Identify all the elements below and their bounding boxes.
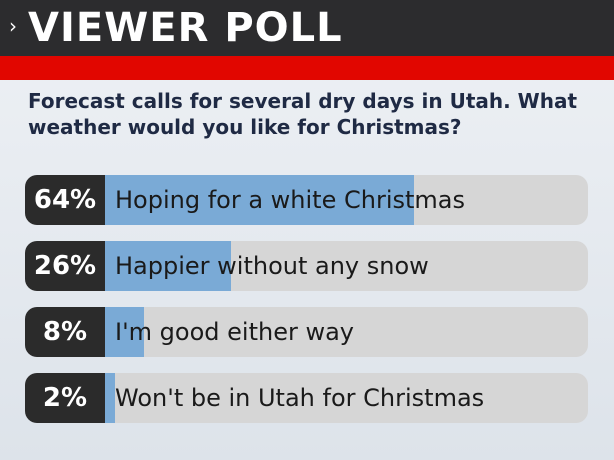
- bar: [105, 175, 415, 225]
- poll-row: 8% I'm good either way: [25, 307, 588, 357]
- bar: [105, 307, 144, 357]
- percent-label: 2%: [25, 373, 105, 423]
- red-stripe: [0, 56, 614, 80]
- poll-title: VIEWER POLL: [28, 5, 343, 51]
- percent-label: 26%: [25, 241, 105, 291]
- chevron-icon: ›: [9, 14, 17, 38]
- bar-track: I'm good either way: [105, 307, 588, 357]
- poll-row: 2% Won't be in Utah for Christmas: [25, 373, 588, 423]
- option-label: Won't be in Utah for Christmas: [115, 384, 485, 412]
- percent-label: 8%: [25, 307, 105, 357]
- poll-row: 64% Hoping for a white Christmas: [25, 175, 588, 225]
- header-bar: › VIEWER POLL: [0, 0, 614, 56]
- bar-track: Hoping for a white Christmas: [105, 175, 588, 225]
- poll-row: 26% Happier without any snow: [25, 241, 588, 291]
- bar-track: Won't be in Utah for Christmas: [105, 373, 588, 423]
- bar-track: Happier without any snow: [105, 241, 588, 291]
- option-label: Happier without any snow: [115, 252, 429, 280]
- poll-question: Forecast calls for several dry days in U…: [28, 89, 578, 139]
- option-label: I'm good either way: [115, 318, 355, 346]
- bar: [105, 373, 115, 423]
- bar: [105, 241, 231, 291]
- percent-label: 64%: [25, 175, 105, 225]
- option-label: Hoping for a white Christmas: [115, 186, 465, 214]
